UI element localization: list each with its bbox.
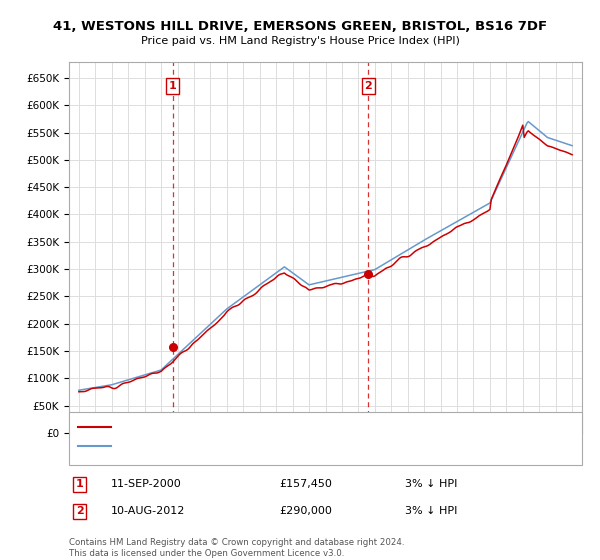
Text: Contains HM Land Registry data © Crown copyright and database right 2024.
This d: Contains HM Land Registry data © Crown c… [69,538,404,558]
Text: 41, WESTONS HILL DRIVE, EMERSONS GREEN, BRISTOL, BS16 7DF: 41, WESTONS HILL DRIVE, EMERSONS GREEN, … [53,20,547,32]
Text: 10-AUG-2012: 10-AUG-2012 [111,506,185,516]
Text: Price paid vs. HM Land Registry's House Price Index (HPI): Price paid vs. HM Land Registry's House … [140,36,460,46]
Text: HPI: Average price, detached house, South Gloucestershire: HPI: Average price, detached house, Sout… [117,441,406,451]
Text: 1: 1 [76,479,83,489]
Text: £290,000: £290,000 [279,506,332,516]
Text: 3% ↓ HPI: 3% ↓ HPI [405,479,457,489]
Text: 2: 2 [364,81,372,91]
Text: 3% ↓ HPI: 3% ↓ HPI [405,506,457,516]
Text: 2: 2 [76,506,83,516]
Text: 1: 1 [169,81,176,91]
Text: £157,450: £157,450 [279,479,332,489]
Text: 41, WESTONS HILL DRIVE, EMERSONS GREEN, BRISTOL, BS16 7DF (detached house): 41, WESTONS HILL DRIVE, EMERSONS GREEN, … [117,422,531,432]
Text: 11-SEP-2000: 11-SEP-2000 [111,479,182,489]
